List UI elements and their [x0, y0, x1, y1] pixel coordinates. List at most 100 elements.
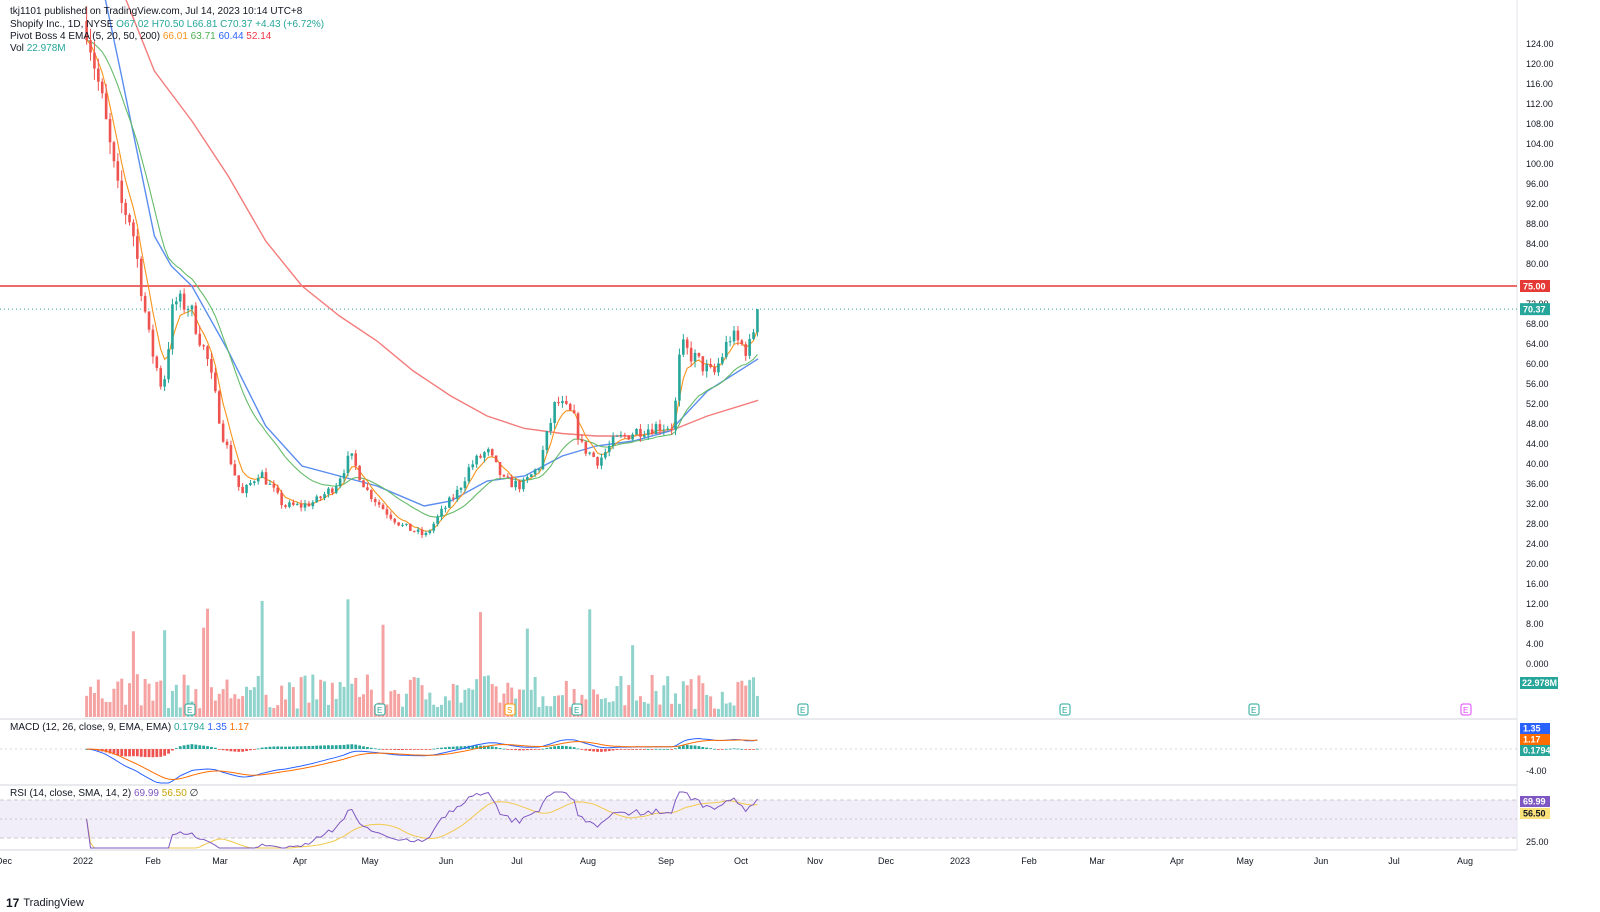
- volume-bar: [494, 686, 498, 717]
- volume-bar: [131, 631, 135, 717]
- volume-bar: [537, 707, 541, 717]
- macd-histogram-bar: [506, 749, 510, 750]
- volume-bar: [385, 704, 389, 717]
- volume-bar: [549, 706, 553, 717]
- ema-label: Pivot Boss 4 EMA (5, 20, 50, 200): [10, 31, 161, 42]
- candle-body: [362, 480, 365, 488]
- macd-histogram-bar: [697, 746, 701, 749]
- macd-histogram-bar: [174, 748, 178, 749]
- ema5-value: 66.01: [162, 31, 188, 42]
- x-axis-tick: May: [1236, 856, 1254, 866]
- candle-body: [467, 467, 471, 482]
- volume-bar: [752, 677, 756, 717]
- volume-bar: [272, 708, 276, 717]
- ema-legend[interactable]: Pivot Boss 4 EMA (5, 20, 50, 200) 66.01 …: [10, 31, 271, 43]
- candle-body: [607, 445, 611, 453]
- volume-bar: [276, 705, 280, 717]
- volume-bar: [564, 680, 568, 717]
- macd-histogram-bar: [135, 749, 139, 757]
- macd-histogram-bar: [120, 749, 124, 757]
- macd-histogram-bar: [705, 747, 709, 749]
- candle-body: [674, 400, 677, 430]
- volume-bar: [163, 630, 167, 717]
- ema50-line: [104, 0, 759, 507]
- volume-bar: [104, 701, 108, 717]
- macd-histogram-bar: [272, 746, 276, 749]
- volume-bar: [252, 687, 256, 717]
- candle-body: [155, 356, 159, 369]
- volume-bar: [635, 700, 639, 717]
- candle-body: [541, 449, 545, 470]
- volume-bar: [116, 681, 120, 717]
- volume-bar: [506, 682, 510, 717]
- volume-bar: [128, 683, 132, 717]
- macd-histogram-bar: [256, 748, 260, 750]
- candle-body: [483, 452, 486, 458]
- macd-histogram-bar: [217, 749, 221, 750]
- macd-histogram-bar: [241, 749, 245, 752]
- candle-body: [93, 52, 96, 69]
- macd-histogram-bar: [525, 749, 529, 751]
- macd-histogram-bar: [603, 749, 607, 752]
- volume-bar: [323, 681, 327, 717]
- volume-bar: [397, 693, 401, 717]
- candle-body: [210, 359, 213, 373]
- x-axis-tick: Mar: [1089, 856, 1105, 866]
- candle-body: [678, 354, 681, 401]
- volume-bar: [720, 691, 724, 717]
- resistance-price-tag: [1520, 280, 1550, 292]
- candle-body: [479, 455, 482, 458]
- candle-body: [576, 413, 580, 440]
- candle-body: [342, 473, 346, 479]
- volume-bar: [677, 703, 681, 717]
- event-marker-label: E: [1251, 706, 1256, 715]
- macd-legend[interactable]: MACD (12, 26, close, 9, EMA, EMA) 0.1794…: [10, 722, 249, 734]
- volume-bar: [697, 675, 701, 717]
- rsi-legend[interactable]: RSI (14, close, SMA, 14, 2) 69.99 56.50 …: [10, 788, 198, 800]
- rsi-value: 69.99: [133, 788, 159, 799]
- macd-histogram-bar: [342, 744, 346, 749]
- macd-histogram-bar: [756, 748, 759, 750]
- volume-bar: [631, 645, 635, 717]
- volume-bar: [463, 689, 467, 717]
- volume-bar: [393, 690, 397, 717]
- price-tick-label: 60.00: [1526, 359, 1549, 369]
- candle-body: [397, 522, 400, 526]
- candle-body: [455, 489, 459, 499]
- volume-bar: [92, 692, 96, 717]
- symbol-legend[interactable]: Shopify Inc., 1D, NYSE O67.02 H70.50 L66…: [10, 19, 324, 31]
- candle-body: [444, 507, 447, 509]
- candle-body: [705, 364, 709, 372]
- macd-histogram-bar: [475, 745, 479, 749]
- macd-histogram-bar: [112, 749, 116, 755]
- macd-histogram-bar: [412, 749, 416, 750]
- candle-body: [639, 428, 642, 437]
- volume-bar: [755, 695, 759, 717]
- candle-body: [416, 529, 420, 532]
- macd-histogram-bar: [295, 746, 299, 749]
- volume-bar: [389, 691, 393, 717]
- volume-bar: [198, 708, 202, 717]
- ema200-value: 52.14: [246, 31, 272, 42]
- macd-histogram-bar: [666, 748, 670, 750]
- macd-histogram-bar: [639, 749, 642, 750]
- volume-legend[interactable]: Vol 22.978M: [10, 43, 66, 55]
- candle-body: [643, 435, 646, 437]
- volume-bar: [100, 698, 104, 717]
- tradingview-footer[interactable]: 17 TradingView: [6, 896, 84, 910]
- macd-histogram-bar: [330, 745, 334, 749]
- candle-body: [163, 379, 166, 387]
- volume-bar: [280, 685, 284, 717]
- candle-body: [311, 502, 315, 507]
- macd-histogram-bar: [498, 747, 502, 749]
- volume-bar: [475, 679, 479, 717]
- macd-histogram-bar: [147, 749, 151, 758]
- macd-histogram-bar: [190, 744, 194, 749]
- candle-body: [533, 469, 537, 475]
- macd-histogram-bar: [744, 749, 748, 750]
- candle-body: [553, 402, 556, 423]
- volume-bar: [592, 689, 596, 717]
- volume-bar: [568, 707, 572, 717]
- volume-bar: [607, 702, 611, 717]
